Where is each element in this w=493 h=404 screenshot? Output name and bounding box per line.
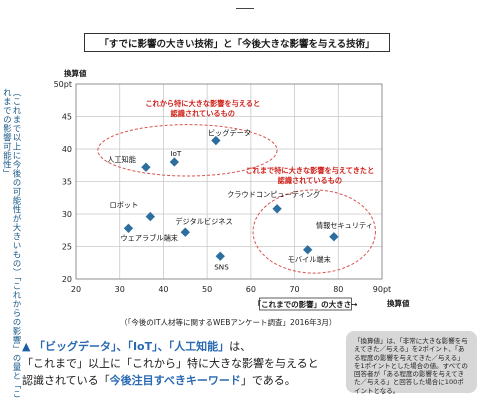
group-ellipses: これから特に大きな影響を与えると認識されているものこれまで特に大きな影響を与えて… — [97, 99, 376, 274]
x-tick-label: 50 — [202, 285, 212, 294]
axes-layer: 20 25 30 35 40 45 50pt 20 30 40 50 60 70 80 90pt 「これまでの… — [54, 80, 391, 311]
lower-group-label: 認識されているもの — [278, 176, 342, 185]
data-point — [145, 211, 155, 222]
y-axis-vertical-label: （これまで以上に今後の可能性が大きいもの）「これからの影響」の量と「これまでの影… — [1, 88, 21, 399]
summary-line1-end: は、 — [229, 340, 252, 353]
y-tick-label: 25 — [62, 243, 72, 252]
y-tick-label: 50pt — [54, 80, 72, 89]
x-axis-title: 「これまでの影響」の大きさ→ — [254, 299, 358, 309]
point-label: デジタルビジネス — [175, 217, 232, 226]
point-label: 情報セキュリティ — [316, 221, 373, 230]
point-label: モバイル端末 — [288, 255, 331, 264]
data-point — [329, 232, 339, 242]
y-tick-label: 20 — [62, 275, 72, 284]
point-label: ロボット — [110, 201, 139, 210]
data-point — [180, 227, 190, 237]
data-point — [303, 245, 313, 255]
key-phrase-highlight: 今後注目すべきキーワード — [109, 374, 241, 387]
x-tick-label: 40 — [158, 285, 168, 294]
x-tick-label: 90pt — [373, 285, 391, 294]
point-label: ウェアラブル端末 — [120, 233, 178, 242]
data-point — [169, 157, 180, 167]
point-label: ビッグデータ — [208, 129, 251, 138]
lower-group-ellipse — [252, 189, 376, 274]
x-axis-title-2: 換算値 — [387, 298, 410, 308]
summary-line2: 「これまで」以上に「これから」特に大きな影響を与えると — [22, 357, 319, 370]
lower-group-label: これまで特に大きな影響を与えてきたと — [245, 166, 374, 175]
data-point — [215, 251, 225, 261]
x-tick-label: 20 — [71, 285, 81, 294]
upper-group-ellipse — [97, 124, 278, 177]
source-note: （「今後のIT人材等に関するWEBアンケート調査」2016年3月） — [120, 318, 337, 327]
x-tick-label: 30 — [115, 285, 125, 294]
data-point — [272, 204, 282, 214]
top-rule — [236, 8, 254, 9]
y-tick-label: 30 — [62, 210, 72, 219]
data-point — [211, 135, 221, 146]
point-label: IoT — [170, 149, 182, 158]
x-tick-label: 80 — [333, 285, 343, 294]
data-point — [141, 162, 151, 172]
upper-group-label: これから特に大きな影響を与えると — [145, 99, 260, 108]
x-tick-label: 60 — [246, 285, 256, 294]
triangle-icon: ▲ — [22, 340, 31, 353]
x-tick-label: 70 — [289, 285, 299, 294]
upper-group-label: 認識されているもの — [171, 109, 235, 118]
point-label: SNS — [214, 262, 229, 271]
y-tick-label: 40 — [62, 145, 72, 154]
point-label: 人工知能 — [107, 155, 136, 164]
y-tick-label: 35 — [62, 178, 72, 187]
point-label: クラウドコンピューティング — [227, 190, 320, 199]
chart-title: 「すでに影響の大きい技術」と「今後大きな影響を与える技術」 — [84, 33, 390, 52]
summary-line3-end: 」である。 — [240, 374, 296, 387]
data-point — [123, 223, 134, 233]
keywords-highlight: 「ビッグデータ」、「IoT」、「人工知能」 — [33, 340, 230, 353]
summary-line3-start: 認識されている「 — [22, 374, 110, 387]
plot-frame — [75, 83, 383, 280]
explanation-callout: 「換算値」は、「非常に大きな影響を与えてきた／与える」を2ポイント、「ある程度の… — [346, 331, 477, 395]
x-axis-title-box — [259, 297, 352, 311]
summary-text: ▲ 「ビッグデータ」、「IoT」、「人工知能」は、 「これまで」以上に「これから… — [22, 338, 332, 389]
grid-layer — [75, 83, 383, 280]
y-axis-title: 換算値 — [64, 68, 87, 78]
y-tick-label: 45 — [62, 113, 72, 122]
